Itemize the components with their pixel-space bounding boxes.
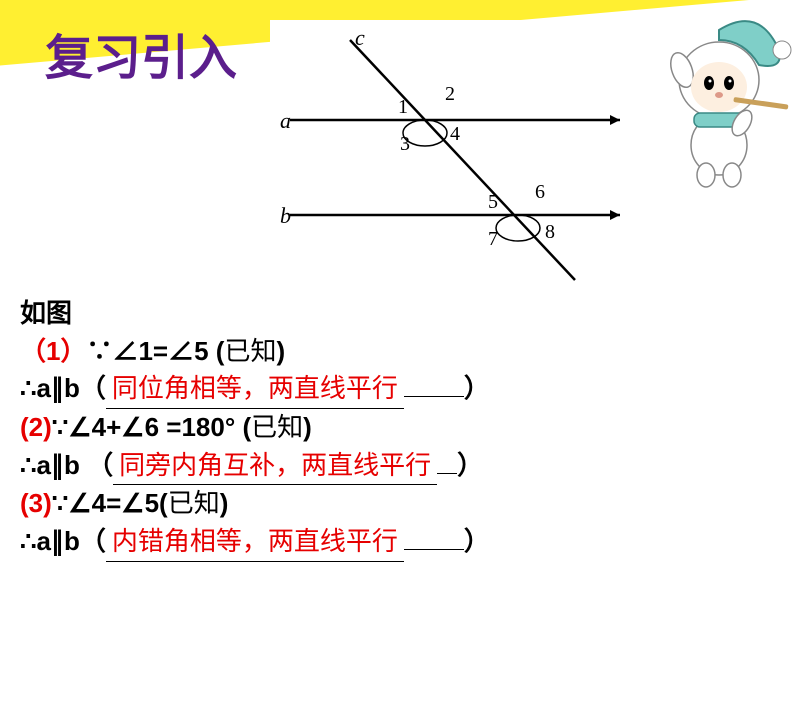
item-1-conclusion: ∴a∥b（同位角相等，两直线平行） <box>20 370 490 409</box>
angle-3: 3 <box>400 133 410 155</box>
angle-2: 2 <box>445 83 455 105</box>
item-3-conclusion: ∴a∥b（内错角相等，两直线平行） <box>20 523 490 562</box>
item-2-premise: (2)∵∠4+∠6 =180° (已知) <box>20 409 490 447</box>
item-2-conclusion: ∴a∥b （同旁内角互补，两直线平行） <box>20 447 490 486</box>
corner-logo-icon <box>729 533 779 588</box>
item-1-premise: （1）∵∠1=∠5 (已知) <box>20 333 490 371</box>
angle-1: 1 <box>398 96 408 118</box>
item-2-num: (2) <box>20 412 52 442</box>
angle-4: 4 <box>450 123 460 145</box>
problem-content: 如图 （1）∵∠1=∠5 (已知) ∴a∥b（同位角相等，两直线平行） (2)∵… <box>20 295 490 562</box>
intro-text: 如图 <box>20 295 490 333</box>
geometry-diagram: c a b 1 2 3 4 5 6 7 8 <box>270 20 630 290</box>
angle-5: 5 <box>488 191 498 213</box>
item-3-num: (3) <box>20 488 52 518</box>
item-1-num: （1） <box>20 336 86 366</box>
label-b: b <box>280 203 291 228</box>
angle-7: 7 <box>488 228 498 250</box>
angle-6: 6 <box>535 181 545 203</box>
item-3-premise: (3)∵∠4=∠5(已知) <box>20 485 490 523</box>
mascot-character <box>664 15 794 195</box>
label-c: c <box>355 25 365 50</box>
angle-8: 8 <box>545 221 555 243</box>
label-a: a <box>280 108 291 133</box>
item-3-reason: 内错角相等，两直线平行 <box>106 523 404 562</box>
item-2-reason: 同旁内角互补，两直线平行 <box>113 447 437 486</box>
slide-title: 复习引入 <box>45 18 237 88</box>
item-1-reason: 同位角相等，两直线平行 <box>106 370 404 409</box>
